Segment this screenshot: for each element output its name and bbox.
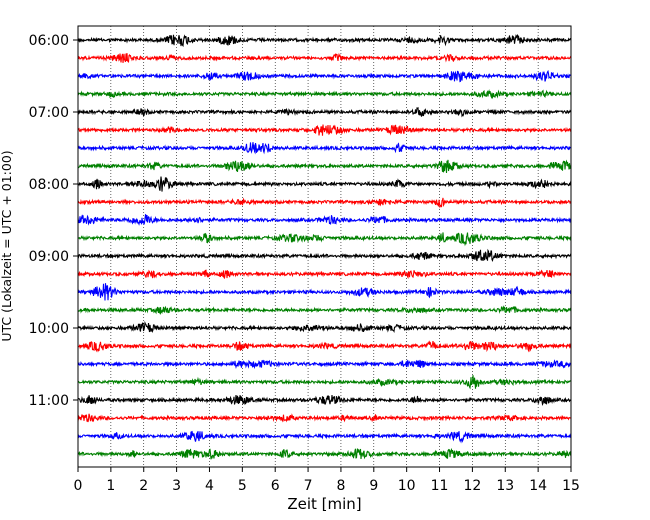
y-tick-label: 11:00 [29, 393, 69, 409]
trace-line [77, 283, 572, 301]
trace-line [77, 269, 572, 280]
x-tick-label: 2 [139, 478, 148, 494]
trace-line [77, 320, 572, 334]
x-tick-label: 1 [106, 478, 115, 494]
y-tick-label: 09:00 [29, 249, 69, 265]
x-tick-label: 5 [238, 478, 247, 494]
trace-line [77, 375, 572, 390]
plot-frame [77, 25, 572, 468]
trace-line [77, 248, 572, 262]
trace-line [77, 33, 572, 48]
trace-line [77, 430, 572, 444]
x-axis-ticks: 0 1 2 3 4 5 6 7 8 9 10 11 12 13 14 15 [74, 467, 580, 494]
y-tick-label: 10:00 [29, 321, 69, 337]
x-tick-label: 7 [304, 478, 313, 494]
trace-line [77, 69, 572, 83]
trace-line [77, 176, 572, 192]
trace-line [77, 359, 572, 370]
trace-line [77, 197, 572, 209]
trace-line [77, 305, 572, 316]
trace-line [77, 413, 572, 423]
x-tick-label: 3 [172, 478, 181, 494]
trace-line [77, 447, 572, 460]
x-tick-label: 0 [74, 478, 83, 494]
x-tick-label: 15 [562, 478, 580, 494]
trace-line [77, 232, 572, 247]
x-tick-label: 12 [463, 478, 481, 494]
trace-line [77, 213, 572, 226]
trace-line [77, 340, 572, 353]
x-axis-label: Zeit [min] [287, 495, 361, 513]
y-tick-label: 07:00 [29, 105, 69, 121]
y-axis-ticks: 06:00 07:00 08:00 09:00 10:00 11:00 [29, 33, 78, 409]
y-tick-label: 06:00 [29, 33, 69, 49]
trace-line [77, 124, 572, 136]
x-tick-label: 11 [431, 478, 449, 494]
x-tick-label: 4 [205, 478, 214, 494]
trace-line [77, 106, 572, 118]
x-tick-label: 9 [369, 478, 378, 494]
x-tick-label: 13 [496, 478, 514, 494]
trace-line [77, 142, 572, 155]
y-tick-label: 08:00 [29, 177, 69, 193]
trace-group [77, 33, 572, 460]
trace-line [77, 394, 572, 406]
x-tick-label: 6 [271, 478, 280, 494]
trace-line [77, 52, 572, 63]
y-axis-label: UTC (Lokalzeit = UTC + 01:00) [0, 150, 14, 341]
x-tick-label: 8 [336, 478, 345, 494]
trace-line [77, 89, 572, 100]
trace-line [77, 159, 572, 174]
x-tick-label: 14 [529, 478, 547, 494]
x-tick-label: 10 [398, 478, 416, 494]
